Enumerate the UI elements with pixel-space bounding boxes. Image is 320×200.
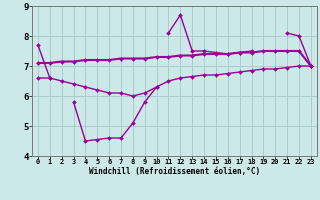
X-axis label: Windchill (Refroidissement éolien,°C): Windchill (Refroidissement éolien,°C) bbox=[89, 167, 260, 176]
